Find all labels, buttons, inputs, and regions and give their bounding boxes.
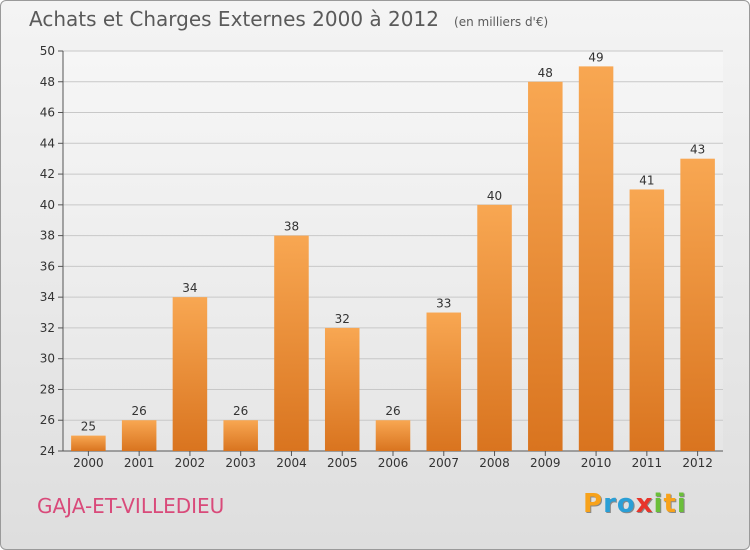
- data-label-2012: 43: [690, 143, 705, 157]
- y-tick-label: 46: [40, 106, 55, 120]
- commune-name: GAJA-ET-VILLEDIEU: [37, 494, 225, 518]
- data-label-2010: 49: [588, 50, 603, 64]
- y-tick-label: 36: [40, 259, 55, 273]
- data-label-2011: 41: [639, 173, 654, 187]
- bar-2011: [629, 189, 665, 451]
- x-tick-label-2006: 2006: [378, 456, 409, 470]
- x-tick-label-2000: 2000: [73, 456, 104, 470]
- y-tick-label: 30: [40, 352, 55, 366]
- data-label-2008: 40: [487, 189, 502, 203]
- bar-2006: [375, 420, 411, 451]
- bar-2005: [324, 327, 360, 451]
- y-tick-label: 50: [40, 44, 55, 58]
- bar-2004: [274, 235, 309, 451]
- bar-2009: [528, 81, 563, 452]
- x-tick-label-2012: 2012: [682, 456, 713, 470]
- x-tick-label-2009: 2009: [530, 456, 561, 470]
- y-tick-label: 38: [40, 229, 55, 243]
- data-label-2005: 32: [335, 312, 350, 326]
- data-label-2002: 34: [182, 281, 197, 295]
- y-tick-label: 40: [40, 198, 55, 212]
- chart-title-block: Achats et Charges Externes 2000 à 2012 (…: [29, 7, 548, 31]
- bar-2002: [172, 297, 208, 451]
- chart-title: Achats et Charges Externes 2000 à 2012: [29, 7, 439, 31]
- y-tick-label: 24: [40, 444, 55, 458]
- x-tick-label-2002: 2002: [175, 456, 206, 470]
- y-tick-label: 34: [40, 290, 55, 304]
- y-tick-label: 42: [40, 167, 55, 181]
- logo-letter: i: [653, 489, 664, 519]
- data-label-2009: 48: [538, 66, 553, 80]
- data-label-2000: 25: [81, 420, 96, 434]
- y-tick-label: 26: [40, 413, 55, 427]
- x-tick-label-2007: 2007: [428, 456, 459, 470]
- logo-letter: t: [663, 489, 677, 519]
- bar-2010: [578, 66, 614, 451]
- logo-letter: r: [603, 489, 617, 519]
- y-tick-label: 48: [40, 75, 55, 89]
- data-label-2001: 26: [132, 404, 147, 418]
- plot-area: [63, 51, 723, 451]
- x-tick-label-2010: 2010: [581, 456, 612, 470]
- bar-2008: [477, 204, 512, 451]
- y-tick-label: 28: [40, 382, 55, 396]
- data-label-2003: 26: [233, 404, 248, 418]
- logo-letter: P: [583, 489, 604, 519]
- y-tick-label: 44: [40, 136, 55, 150]
- x-tick-label-2003: 2003: [225, 456, 256, 470]
- x-tick-label-2001: 2001: [124, 456, 155, 470]
- bar-2000: [71, 435, 106, 451]
- x-tick-label-2008: 2008: [479, 456, 510, 470]
- x-tick-label-2011: 2011: [632, 456, 663, 470]
- data-label-2007: 33: [436, 297, 451, 311]
- x-tick-label-2005: 2005: [327, 456, 358, 470]
- proxiti-logo: Proxiti: [583, 489, 687, 519]
- x-tick-label-2004: 2004: [276, 456, 307, 470]
- bar-2007: [426, 312, 462, 451]
- chart-subtitle: (en milliers d'€): [454, 15, 549, 29]
- bar-2012: [680, 158, 715, 451]
- y-tick-label: 32: [40, 321, 55, 335]
- logo-letter: o: [616, 489, 636, 519]
- bar-2001: [121, 420, 157, 451]
- logo-letter: x: [635, 489, 654, 519]
- bar-2003: [223, 420, 258, 451]
- logo-letter: i: [676, 489, 687, 519]
- data-label-2006: 26: [385, 404, 400, 418]
- data-label-2004: 38: [284, 220, 299, 234]
